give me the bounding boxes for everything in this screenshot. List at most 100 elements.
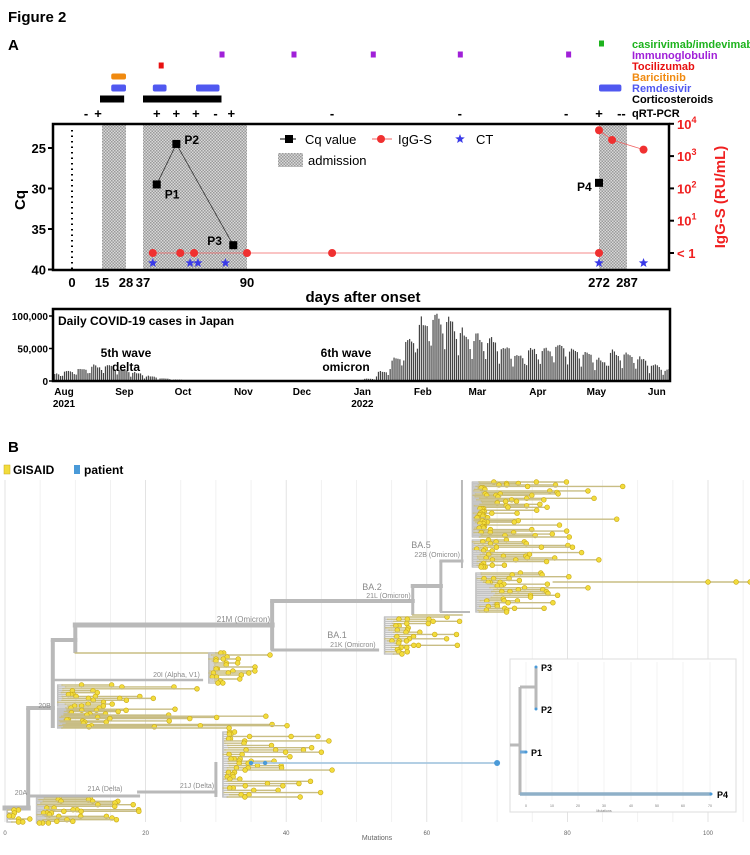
- qrt-pcr-result: +: [94, 106, 102, 121]
- legend-ct-marker: [455, 134, 465, 143]
- case-bar: [102, 372, 105, 381]
- gisaid-tip: [563, 528, 570, 534]
- qrt-pcr-result: +: [595, 106, 603, 121]
- gisaid-tip: [516, 577, 523, 584]
- gisaid-tip: [130, 801, 136, 808]
- qrt-pcr-result: -: [84, 106, 88, 121]
- gisaid-tip: [544, 581, 551, 587]
- cases-frame: [51, 307, 672, 383]
- case-bar: [524, 363, 526, 381]
- case-bar: [627, 354, 629, 381]
- case-bar: [516, 355, 518, 381]
- gisaid-tip: [242, 794, 248, 800]
- inset-x-axis-label: Mutations: [596, 809, 611, 813]
- gisaid-tip: [36, 820, 43, 826]
- gisaid-tip: [136, 808, 142, 815]
- case-bar: [159, 378, 161, 381]
- treatment-bar-1: [219, 51, 225, 58]
- plot-frame: [51, 122, 671, 272]
- treatment-bar-2: [158, 62, 164, 69]
- x-tick-label: 15: [95, 275, 109, 290]
- gisaid-tip: [115, 708, 121, 715]
- case-bar: [75, 374, 77, 381]
- y2-tick-exp: 3: [691, 147, 696, 157]
- case-bar: [412, 343, 415, 381]
- case-bar: [391, 360, 393, 381]
- inset-x-tick-label: 10: [550, 804, 554, 808]
- case-bar: [463, 335, 465, 381]
- gisaid-tip: [505, 504, 511, 510]
- case-bar: [58, 374, 60, 381]
- qrt-pcr-result: -: [330, 106, 334, 121]
- case-bar: [648, 373, 651, 381]
- gisaid-tip: [315, 733, 321, 740]
- inset-patient-tip: [534, 665, 538, 669]
- gisaid-tip: [54, 818, 60, 825]
- case-bar: [547, 350, 549, 381]
- y-tick-label: 30: [32, 182, 46, 197]
- cases-month-label: Jun: [648, 387, 666, 398]
- case-bar: [621, 368, 623, 381]
- case-bar: [403, 360, 405, 381]
- case-bar: [625, 352, 627, 381]
- gisaid-tip: [226, 725, 232, 731]
- case-bar: [79, 368, 81, 381]
- patient-tip: [494, 760, 501, 766]
- case-bar: [586, 352, 588, 381]
- gisaid-tip: [109, 701, 115, 707]
- gisaid-tip: [404, 649, 410, 655]
- case-bar: [442, 333, 444, 381]
- gisaid-tip: [503, 609, 510, 615]
- gisaid-tip: [614, 516, 620, 522]
- case-bar: [594, 370, 596, 381]
- gisaid-tip: [456, 618, 463, 625]
- clade-label: BA.5: [411, 540, 431, 550]
- gisaid-tip: [329, 767, 335, 773]
- case-bar: [161, 378, 163, 381]
- gisaid-tip: [705, 579, 711, 585]
- case-bar: [136, 373, 138, 381]
- case-bar: [436, 313, 438, 381]
- cq-point-label: P2: [184, 133, 199, 147]
- gisaid-tip: [282, 749, 289, 755]
- gisaid-tip: [280, 783, 286, 789]
- case-bar: [387, 375, 389, 381]
- legend-patient-label: patient: [84, 463, 123, 477]
- case-bar: [555, 346, 557, 381]
- case-bar: [563, 348, 565, 381]
- legend-admission-label: admission: [308, 153, 367, 168]
- panel-b-label: B: [8, 439, 19, 456]
- case-bar: [559, 344, 561, 381]
- case-bar: [128, 372, 130, 381]
- case-bar: [508, 348, 510, 381]
- gisaid-tip: [166, 718, 172, 724]
- case-bar: [561, 345, 563, 381]
- gisaid-tip: [566, 534, 572, 540]
- y-tick-label: 25: [32, 141, 46, 156]
- case-bar: [576, 352, 578, 381]
- case-bar: [578, 358, 580, 381]
- cases-month-label: May: [587, 387, 607, 398]
- gisaid-tip: [220, 680, 226, 686]
- case-bar: [155, 377, 157, 381]
- gisaid-tip: [215, 680, 221, 686]
- case-bar: [498, 363, 500, 381]
- gisaid-tip: [287, 753, 293, 760]
- cases-month-label: Dec: [293, 387, 312, 398]
- case-bar: [646, 365, 649, 381]
- gisaid-tip: [511, 519, 517, 525]
- case-bar: [604, 362, 606, 381]
- case-bar: [461, 327, 463, 381]
- gisaid-tip: [511, 605, 518, 611]
- gisaid-tip: [544, 504, 550, 510]
- case-bar: [598, 357, 600, 381]
- y2-tick-label: 101: [677, 212, 696, 229]
- treatment-label: Corticosteroids: [632, 94, 713, 106]
- case-bar: [535, 354, 537, 381]
- clade-label: 20A: [15, 790, 28, 797]
- gisaid-tip: [150, 695, 157, 702]
- cq-point-label: P1: [165, 187, 180, 201]
- legend-gisaid-label: GISAID: [13, 463, 55, 477]
- y-tick-label: 35: [32, 222, 46, 237]
